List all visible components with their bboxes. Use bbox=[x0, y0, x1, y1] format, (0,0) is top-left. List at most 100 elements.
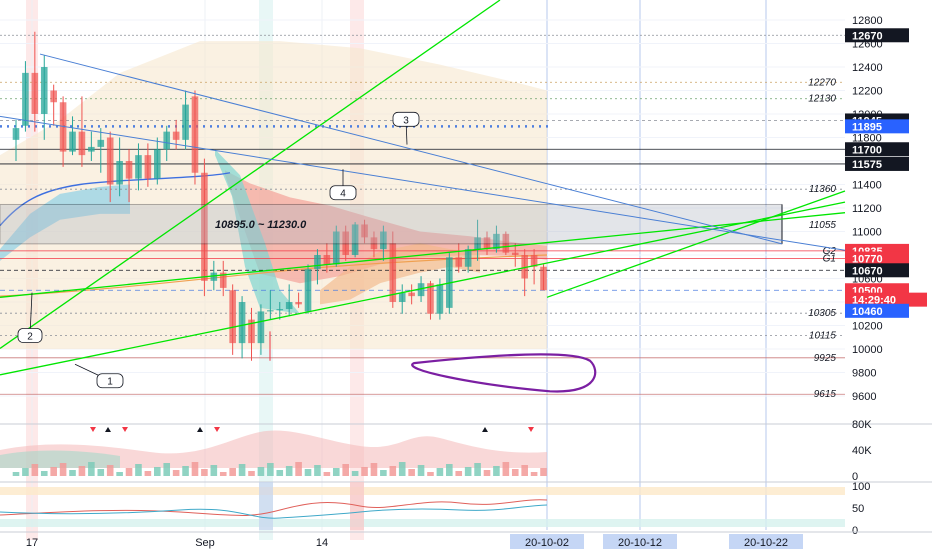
candle[interactable] bbox=[12, 119, 20, 161]
price-tick-9: 11200 bbox=[852, 203, 882, 215]
price-tag-bg bbox=[845, 292, 927, 307]
trendline-green-lower[interactable] bbox=[0, 201, 846, 376]
candle[interactable] bbox=[408, 284, 415, 305]
candle[interactable] bbox=[521, 249, 528, 297]
candle[interactable] bbox=[295, 292, 302, 308]
trendline-blue-lower[interactable] bbox=[0, 115, 846, 251]
candle[interactable] bbox=[40, 55, 48, 140]
candle[interactable] bbox=[530, 249, 538, 285]
candle[interactable] bbox=[314, 249, 321, 285]
trendline-green-steep[interactable] bbox=[0, 0, 501, 349]
candle[interactable] bbox=[502, 231, 510, 256]
price-tag-7[interactable]: 10770 bbox=[845, 251, 909, 266]
candle[interactable] bbox=[135, 143, 142, 191]
candle[interactable] bbox=[229, 284, 236, 355]
level-label-10: 9615 bbox=[814, 389, 837, 400]
candle[interactable] bbox=[455, 243, 463, 273]
candle[interactable] bbox=[116, 137, 123, 197]
teal-cloud bbox=[215, 149, 300, 314]
candle[interactable] bbox=[361, 219, 368, 244]
trendline-green-upper[interactable] bbox=[546, 190, 846, 298]
candle[interactable] bbox=[474, 219, 481, 261]
candle[interactable] bbox=[248, 307, 255, 361]
candle[interactable] bbox=[332, 225, 340, 267]
date-tag-3[interactable]: 20-10-22 bbox=[729, 534, 803, 549]
callout-2[interactable]: 2 bbox=[17, 292, 43, 343]
time-axis[interactable]: 17 Sep 14 20-10-02 20-10-12 20-10-22 bbox=[0, 531, 932, 549]
volume-bar bbox=[493, 466, 500, 476]
candle[interactable] bbox=[285, 284, 293, 317]
candle[interactable] bbox=[323, 243, 331, 273]
candle[interactable] bbox=[483, 231, 491, 256]
candle[interactable] bbox=[370, 231, 378, 258]
price-tag-1[interactable]: 12670 bbox=[845, 28, 909, 43]
candle[interactable] bbox=[31, 31, 39, 132]
price-tag-3[interactable]: 11895 bbox=[845, 119, 909, 134]
volume-bar bbox=[106, 465, 114, 476]
candle[interactable] bbox=[88, 131, 95, 161]
price-tag-bg bbox=[845, 28, 909, 43]
candle[interactable] bbox=[219, 260, 227, 297]
price-tag-8[interactable]: 10670 bbox=[845, 263, 909, 278]
candle[interactable] bbox=[304, 264, 312, 314]
volume-bar bbox=[257, 467, 265, 476]
trendline-blue-upper[interactable] bbox=[39, 53, 783, 245]
range-box[interactable] bbox=[0, 203, 783, 245]
date-tag-2[interactable]: 20-10-12 bbox=[603, 534, 677, 549]
volume-bar bbox=[398, 462, 406, 476]
candle[interactable] bbox=[342, 225, 349, 261]
candle[interactable] bbox=[380, 225, 387, 261]
candle[interactable] bbox=[163, 125, 171, 161]
callout-box bbox=[17, 328, 43, 343]
candle[interactable] bbox=[267, 290, 274, 320]
candle[interactable] bbox=[78, 96, 86, 167]
candle-body bbox=[285, 302, 293, 310]
candle[interactable] bbox=[144, 143, 152, 187]
volume-bar bbox=[351, 471, 359, 476]
candle-body bbox=[380, 231, 387, 250]
price-tag-bg bbox=[845, 156, 909, 171]
candle[interactable] bbox=[182, 90, 189, 150]
volume-bar bbox=[464, 467, 472, 476]
candle[interactable] bbox=[201, 158, 208, 297]
price-tag-5[interactable]: 11575 bbox=[845, 156, 909, 171]
candle[interactable] bbox=[106, 131, 114, 203]
price-tag-bg bbox=[845, 303, 909, 318]
price-tag-11[interactable]: 10460 bbox=[845, 303, 909, 318]
callout-3[interactable]: 3 bbox=[392, 111, 420, 145]
candle[interactable] bbox=[276, 302, 284, 320]
candle-body bbox=[116, 161, 123, 185]
price-axis[interactable]: 80K40K0100500128001260012400122001200011… bbox=[845, 15, 927, 537]
osc-tick-3: 0 bbox=[852, 525, 858, 537]
level-label-5: G2 bbox=[823, 246, 837, 257]
candle[interactable] bbox=[69, 116, 76, 156]
candle[interactable] bbox=[540, 264, 547, 291]
candle[interactable] bbox=[125, 149, 133, 203]
price-tag-4[interactable]: 11700 bbox=[845, 142, 909, 157]
candle-body bbox=[12, 128, 20, 140]
signal-marker-2 bbox=[105, 427, 111, 432]
candle[interactable] bbox=[351, 222, 359, 258]
candle[interactable] bbox=[154, 137, 161, 185]
purple-ellipse[interactable] bbox=[411, 353, 597, 393]
candle-body bbox=[276, 309, 284, 311]
drawings-layer[interactable]: 10895.0 ~ 11230.0 1 2 3 4 bbox=[0, 0, 846, 393]
callout-1[interactable]: 1 bbox=[74, 363, 124, 389]
candle[interactable] bbox=[97, 128, 105, 173]
date-tag-1[interactable]: 20-10-02 bbox=[510, 534, 584, 549]
candle[interactable] bbox=[59, 96, 67, 167]
signal-marker-5 bbox=[214, 427, 220, 432]
candle[interactable] bbox=[191, 90, 199, 185]
candle[interactable] bbox=[50, 84, 57, 126]
volume-bar bbox=[31, 464, 39, 476]
candle[interactable] bbox=[238, 296, 246, 359]
callout-4[interactable]: 4 bbox=[329, 169, 357, 201]
level-label-2: 12130 bbox=[808, 94, 836, 105]
candle[interactable] bbox=[257, 304, 265, 355]
volume-bar bbox=[248, 471, 255, 476]
candle[interactable] bbox=[398, 284, 406, 314]
candle[interactable] bbox=[511, 243, 519, 267]
price-tag-10[interactable]: 14:29:40 bbox=[845, 292, 927, 307]
trendline-green-middle[interactable] bbox=[0, 212, 846, 298]
